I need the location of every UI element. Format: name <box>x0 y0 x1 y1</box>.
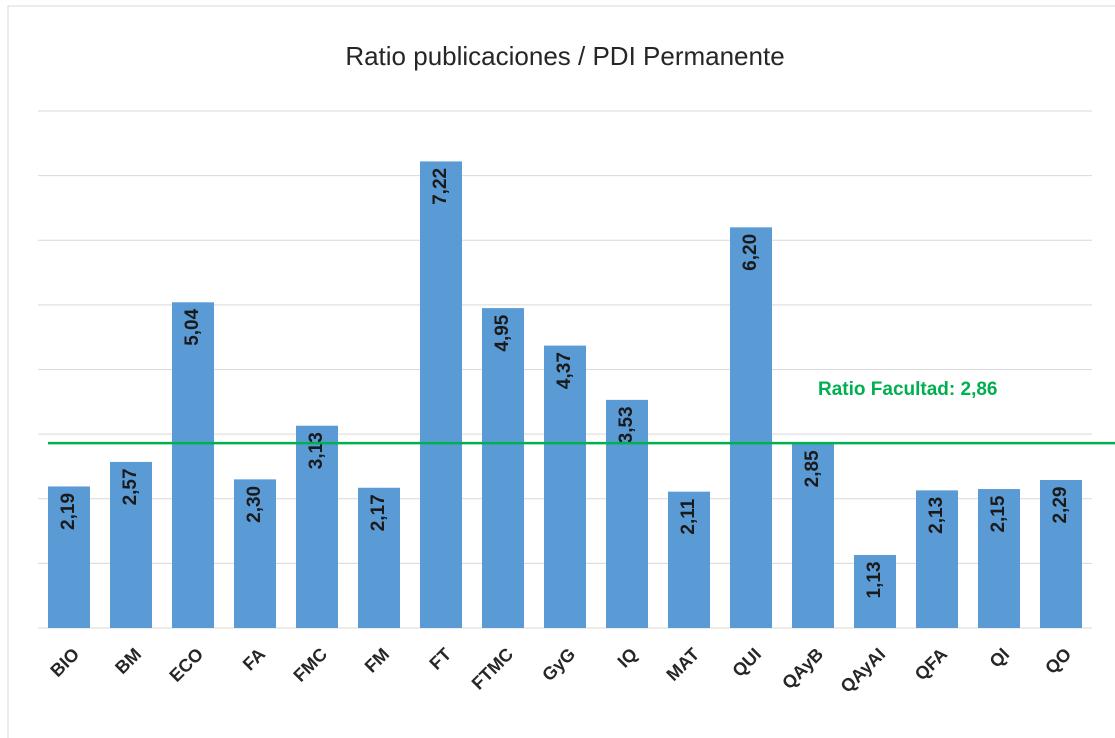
bar <box>1040 480 1082 628</box>
bar <box>544 345 586 628</box>
reference-label: Ratio Facultad: 2,86 <box>818 379 998 400</box>
data-label: 3,53 <box>616 406 637 443</box>
bar <box>110 461 152 628</box>
data-label: 1,13 <box>864 561 885 598</box>
data-label: 4,37 <box>554 352 575 389</box>
bar <box>234 479 276 628</box>
data-label: 2,11 <box>678 498 699 534</box>
data-label: 2,19 <box>58 493 79 530</box>
bar <box>668 491 710 628</box>
data-label: 2,17 <box>368 494 389 531</box>
bar <box>482 308 524 628</box>
bar <box>730 227 772 628</box>
bar <box>420 161 462 628</box>
data-label: 3,13 <box>306 432 327 469</box>
data-label: 7,22 <box>430 168 451 205</box>
data-label: 2,57 <box>120 468 141 505</box>
bar <box>916 490 958 628</box>
chart-title: Ratio publicaciones / PDI Permanente <box>345 41 784 71</box>
data-label: 2,85 <box>802 450 823 487</box>
data-label: 2,15 <box>988 495 1009 532</box>
bar <box>172 302 214 628</box>
data-label: 2,29 <box>1050 487 1071 524</box>
bar <box>358 487 400 628</box>
bar <box>854 554 896 628</box>
data-label: 4,95 <box>492 314 513 351</box>
data-label: 6,20 <box>740 234 761 271</box>
data-label: 2,30 <box>244 486 265 523</box>
data-label: 2,13 <box>926 497 947 534</box>
bar <box>296 425 338 628</box>
bar <box>792 443 834 628</box>
bar <box>978 489 1020 628</box>
bar <box>48 486 90 628</box>
data-label: 5,04 <box>182 308 203 345</box>
bar <box>606 399 648 628</box>
